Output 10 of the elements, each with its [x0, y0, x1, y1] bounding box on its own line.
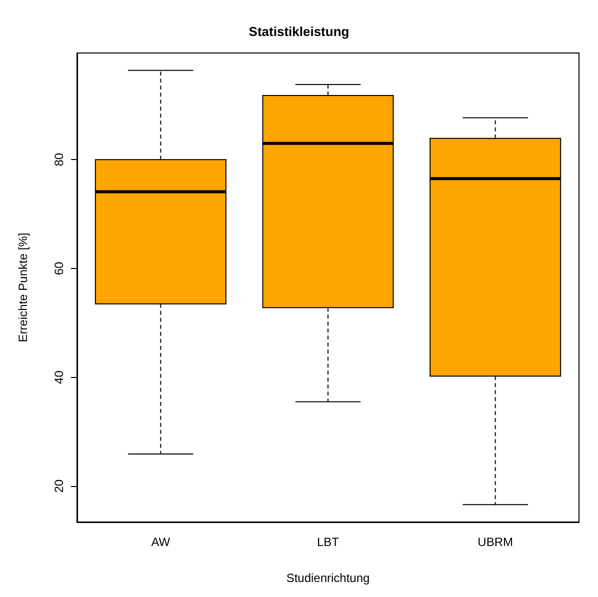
x-tick-label: AW	[151, 535, 171, 549]
y-tick-label: 40	[52, 370, 66, 384]
y-tick-label: 60	[52, 261, 66, 276]
chart-title: Statistikleistung	[248, 24, 350, 39]
y-axis-title: Erreichte Punkte [%]	[16, 232, 30, 342]
y-tick-label: 20	[52, 479, 66, 493]
x-axis-title: Studienrichtung	[286, 571, 370, 585]
y-tick-label: 80	[52, 152, 66, 166]
x-tick-label: UBRM	[478, 535, 514, 549]
x-tick-label: LBT	[316, 535, 340, 549]
